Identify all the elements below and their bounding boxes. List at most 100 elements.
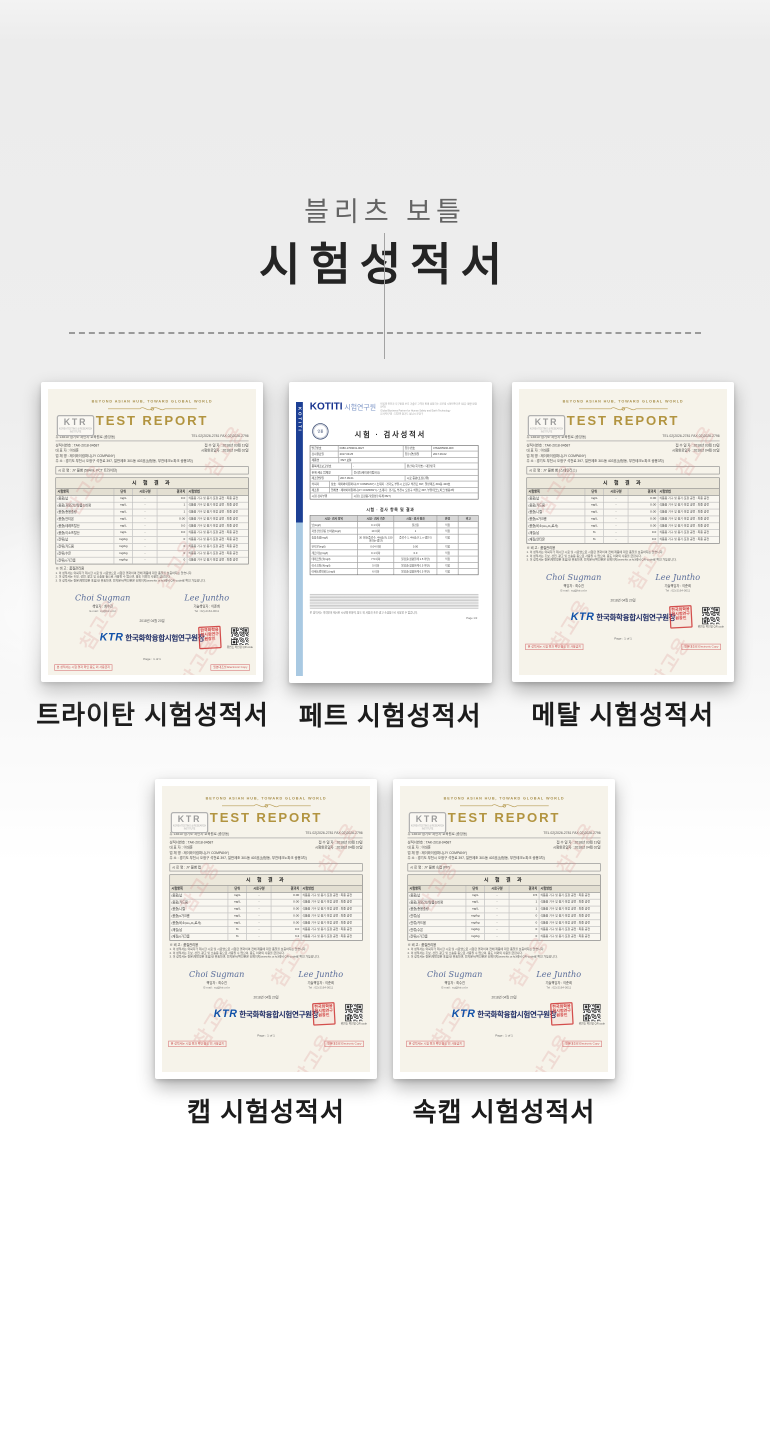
ktr-note-line: 1. 이 성적서는 의뢰자가 제시한 시료 및 시료명으로 시험한 결과이며 전… — [55, 571, 193, 575]
ktr-table-cell: 0.00 — [628, 509, 658, 516]
ktr-table-cell: (용출)테레프탈산 — [57, 522, 115, 530]
ktr-table-cell: 0 — [509, 933, 540, 940]
ktr-table-row: (잔류)6가크롬 mg/kg -0 식품용 기구 및 용기·포장 공전 : 최종 공전 — [408, 933, 600, 940]
ktr-logo-subtext: KOREA TESTING & RESEARCH INSTITUTE — [529, 427, 563, 433]
ktr-red-stamp: 한국화학융합시험연구원장인 — [550, 1002, 574, 1026]
ktr-address-text: 우 13810 경기도 과천시 교육원로 (중앙동) — [407, 832, 468, 837]
ktr-table-cell: - — [485, 913, 510, 920]
signature-contact: Tel : 02)-2164-0011 — [308, 986, 334, 990]
ktr-notes-block: ※ 비 고 : 품질관리용 1. 이 성적서는 의뢰자가 제시한 시료 및 시료명… — [170, 943, 363, 959]
ktr-note-line: 2. 이 성적서는 홍보, 선전, 광고 및 소송용 등으로 사용될 수 없으며… — [55, 575, 172, 579]
ktr-table-header-row: 시험항목 단위 시료구분 결과치 시험방법 — [526, 488, 719, 496]
ktr-table-cell: - — [247, 919, 272, 927]
ktr-method-cell: 식품용 기구 및 용기·포장 공전 : 최종 공전 — [540, 934, 590, 938]
signature-script: Choi Sugman — [427, 970, 483, 980]
ktr-column-header: 결과치 — [628, 488, 658, 495]
ktr-info-block: 성적서번호 : TAK-2018-04687 접 수 일 자 : 2018년 03… — [170, 840, 363, 861]
page-title: 시험성적서 — [258, 239, 511, 290]
ktr-table-cell: 0.00 — [628, 516, 658, 523]
ktr-table-cell: mg/L — [228, 906, 248, 913]
ktr-table-cell: - — [604, 502, 629, 509]
ktr-info-right: 접 수 일 자 : 2018년 03월 19일 — [675, 443, 720, 448]
kotiti-table-cell — [458, 550, 477, 556]
kotiti-table-cell: 불검출(정량한계 0.5 미만) — [394, 568, 437, 575]
kotiti-info-row: 시험·검사부위 시험 | 포장용기(합성수지제 PET) — [310, 493, 478, 499]
ktr-flourish-ornament — [162, 801, 370, 809]
kotiti-table-row: 납(mg/l) 0.1 이하 불검출 적합 — [310, 521, 478, 529]
ktr-table-cell: mg/L — [115, 529, 134, 537]
kotiti-tagline-line: Global Business Partner for Human Safety… — [380, 408, 451, 412]
kotiti-table-cell: 0.1 이하 — [357, 521, 395, 528]
ktr-table-cell: - — [485, 919, 510, 927]
ktr-table-cell: 0 — [158, 557, 188, 564]
ktr-table-row: (용출)비소(As₂O₃로서) mg/L -0.00 식품용 기구 및 용기·포장 공… — [170, 919, 362, 927]
kotiti-tagline: 인류의 안전과 지구환경 보호 기술로 고객과 함께 성장하는 글로벌 시험인증… — [380, 402, 478, 416]
ktr-address-row: 우 13810 경기도 과천시 교육원로 (중앙동) TEL 02)2026-27… — [407, 831, 601, 839]
ktr-table-cell: (용출)총용출량 — [408, 906, 467, 913]
ktr-method-cell: 식품용 기구 및 용기·포장 공전 : 최종 공전 — [302, 920, 352, 924]
signature-script: Choi Sugman — [189, 970, 245, 980]
ktr-notes-title: ※ 비 고 : 품질관리용 — [169, 943, 199, 947]
kotiti-certificate-document: KOTITI KOTITI 시험연구원 인류의 안전과 지구환경 보호 기술로 고객과… — [295, 389, 485, 676]
ktr-column-header: 시험항목 — [57, 488, 115, 495]
kotiti-info-cell: 제조원 — [310, 487, 330, 493]
ktr-red-notes-row: 본 성적서는 시험 결과 확인 용도 외 사용금지 원본대조필 Electroni… — [525, 644, 721, 651]
qr-code-caption: 위변조 확인용 QR code — [340, 1022, 367, 1026]
ktr-info-left: 주 소 : 경기도 부천시 오정구 석천로 397, 일반제조 301동 403… — [526, 459, 664, 464]
ktr-info-left: 성적서번호 : TAK-2018-04687 — [526, 443, 570, 448]
ktr-result-table-title: 시 험 결 과 — [56, 477, 249, 489]
ktr-logo: KTR KOREA TESTING & RESEARCH INSTITUTE — [408, 812, 447, 834]
ktr-page-indicator: Page : 1 of 1 — [257, 1034, 275, 1038]
ktr-column-header: 단위 — [466, 885, 486, 892]
ktr-table-cell: - — [604, 509, 629, 516]
ktr-org-name: 한국화학융합시험연구원장 — [594, 613, 676, 623]
kotiti-info-row: 제조원 업체명 : 제이와이컴퍼니(JY COMPANY) / 소재지 : 경기도… — [310, 487, 478, 494]
ktr-table-cell: (재질)납 — [527, 529, 585, 537]
ktr-column-header: 시험방법 — [540, 887, 552, 891]
ktr-table-cell: (잔류)납 — [57, 536, 115, 543]
ktr-table-cell: - — [134, 529, 158, 537]
kotiti-info-row: 발급번호 F080-1709031-0027 접수번호 4764205936-00X — [310, 445, 478, 452]
ktr-table-cell: (용출)납 — [170, 892, 229, 899]
ktr-table-cell: 0.5 — [509, 892, 540, 899]
ktr-table-cell: 1 — [509, 906, 540, 913]
kotiti-table-cell — [458, 569, 477, 575]
ktr-footer: KTR 한국화학융합시험연구원장 한국화학융합시험연구원장인 위변조 확인용 QR … — [162, 1002, 370, 1027]
ktr-table-row: (용출)총용출량 mg/L -1 식품용 기구 및 용기·포장 공전 : 최종 공전 — [408, 906, 600, 914]
ktr-info-left: 대 표 자 : 이대훈 — [55, 449, 80, 453]
certificate-card: KOTITI KOTITI 시험연구원 인류의 안전과 지구환경 보호 기술로 고객과… — [288, 382, 492, 683]
signature-label: 책임자 : 최수진 — [444, 981, 465, 986]
ktr-info-row: 업 체 명 : 제이와이컴퍼니(JY COMPANY) — [526, 454, 719, 459]
ktr-org-name: 한국화학융합시험연구원장 — [237, 1010, 319, 1020]
ktr-column-header: 시료구분 — [485, 885, 510, 892]
ktr-method-cell: 식품용 기구 및 용기·포장 공전 : 최종 공전 — [540, 907, 590, 911]
ktr-table-cell: - — [604, 516, 629, 523]
ktr-info-right: 접 수 일 자 : 2018년 03월 19일 — [318, 840, 363, 845]
kotiti-result-table: 시험 · 검사 항목 시험 · 검사 기준 시험 · 검사 결과 판정 비고 납(mg/l… — [309, 515, 479, 576]
ktr-info-row: 업 체 명 : 제이와이컴퍼니(JY COMPANY) — [408, 851, 601, 856]
ktr-table-cell: 1 — [158, 509, 188, 516]
ktr-certificate-document: 참고용 참고용 참고용 참고용 참고용 BEYOND ASIAN HUB, TOWARD … — [48, 389, 257, 675]
ktr-table-cell: (용출)6가크롬 — [527, 516, 585, 523]
signature-script: Choi Sugman — [75, 594, 131, 604]
kotiti-tagline-line: 본사/연구원 : 13209 경기도 성남시 분당구 — [380, 412, 423, 416]
ktr-signature-block: Lee Juntho 기술책임자 : 이준희 Tel : 02)-2164-0011 — [536, 970, 581, 989]
kotiti-table-cell: 이소프탈산(mg/l) — [310, 562, 358, 569]
signature-script: Lee Juntho — [184, 594, 230, 604]
ktr-table-cell: 0 — [509, 926, 540, 934]
ktr-table-cell: (용출)카드뮴 — [170, 899, 229, 906]
ktr-table-cell: - — [247, 899, 272, 906]
signature-contact: E-mail : syj@ktr.or.kr — [89, 609, 117, 613]
ktr-table-cell: mg/L — [228, 892, 248, 899]
kotiti-info-table: 발급번호 F080-1709031-0027 접수번호 4764205936-00X 검… — [309, 444, 479, 500]
ktr-certificate-document: 참고용 참고용 참고용 참고용 참고용 BEYOND ASIAN HUB, TOWARD … — [518, 389, 727, 675]
kotiti-table-cell: 불검출 — [394, 521, 437, 528]
ktr-table-cell: mg/kg — [115, 557, 134, 564]
kotiti-info-cell: 제조연월일 — [310, 475, 339, 481]
ktr-telfax-text: TEL 02)2026-2781 FAX 02)2026-2796 — [305, 831, 363, 836]
ktr-signature-block: Choi Sugman 책임자 : 최수진 E-mail : syj@ktr.or.… — [427, 970, 482, 989]
ktr-table-row: (잔류)납 mg/kg -0 식품용 기구 및 용기·포장 공전 : 최종 공전 — [408, 913, 600, 920]
ktr-page-indicator: Page : 1 of 1 — [613, 637, 632, 641]
ktr-table-cell: (용출)과망간산칼륨소비량 — [57, 502, 115, 509]
kotiti-table-cell: 불검출(정량한계 1.5 미만) — [394, 556, 437, 562]
